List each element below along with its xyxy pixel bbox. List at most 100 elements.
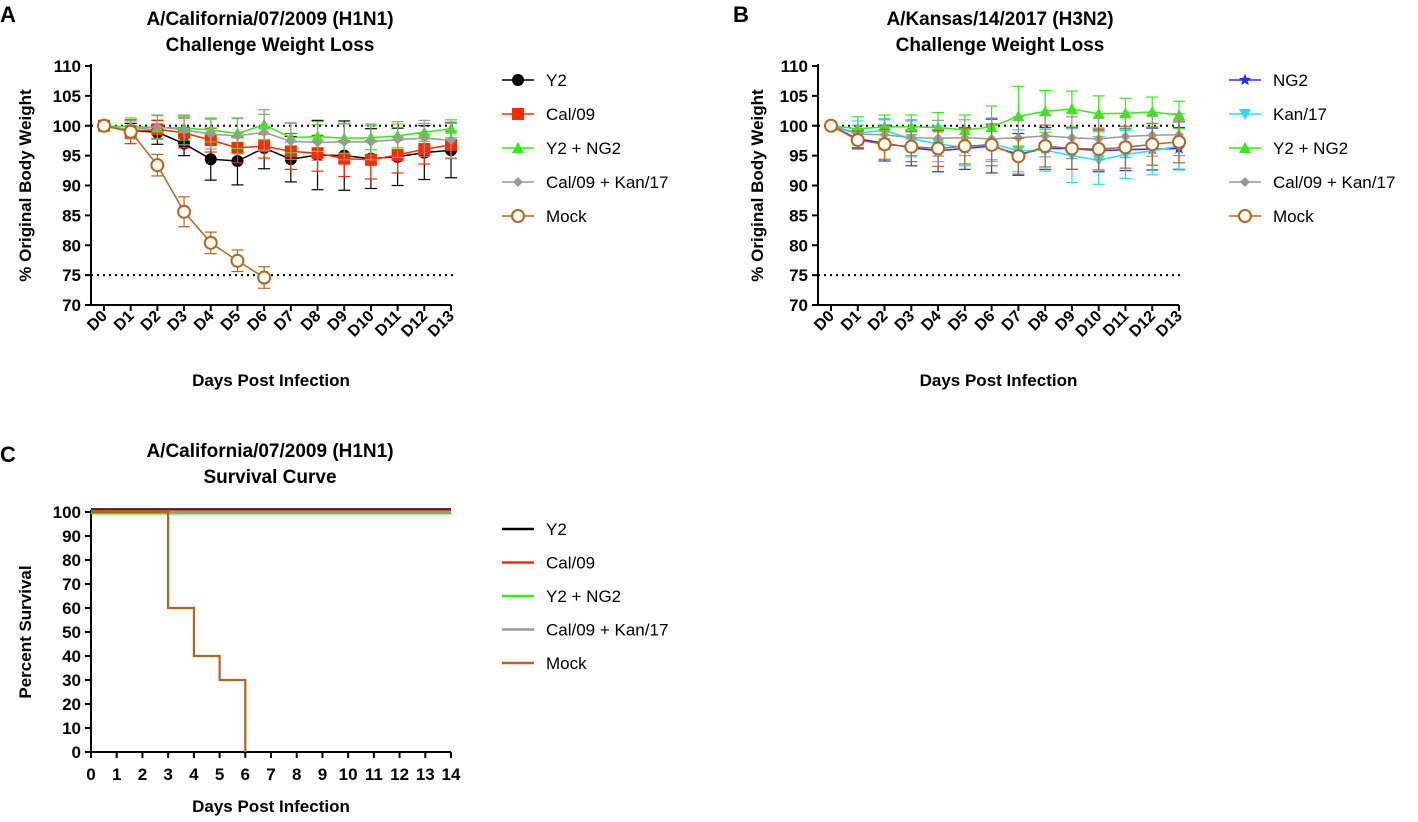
y-tick-label: 110 [54, 57, 81, 76]
data-point [285, 136, 296, 147]
chart-title-line2: Challenge Weight Loss [896, 35, 1105, 56]
chart-title-line2: Challenge Weight Loss [166, 35, 375, 56]
legend-label: Mock [546, 207, 587, 226]
x-tick-label: D10 [1073, 308, 1106, 341]
x-axis-title: Days Post Infection [920, 371, 1078, 390]
y-tick-label: 75 [789, 266, 808, 285]
y-tick-label: 80 [789, 236, 808, 255]
legend-label: Cal/09 [546, 554, 595, 573]
x-tick-label: 13 [416, 765, 435, 784]
panel-c: C A/California/07/2009 (H1N1) Survival Cur… [0, 441, 668, 816]
legend-item-cal-09-kan-17: Cal/09 + Kan/17 [502, 173, 668, 192]
y-tick-label: 100 [53, 503, 81, 522]
legend-label: Kan/17 [1273, 105, 1327, 124]
data-point [1012, 110, 1025, 122]
series-line [830, 108, 1180, 131]
y-tick-label: 95 [62, 147, 81, 166]
data-point [957, 139, 972, 154]
y-tick-label: 85 [789, 206, 808, 225]
data-point [1145, 137, 1160, 152]
legend-label: Mock [546, 654, 587, 673]
legend-item-mock: Mock [502, 654, 587, 673]
x-tick-label: D2 [138, 308, 165, 335]
y-tick-label: 105 [53, 87, 81, 106]
data-point [203, 235, 218, 250]
legend-label: Y2 + NG2 [1273, 139, 1348, 158]
legend-label: Y2 [546, 520, 567, 539]
data-point [179, 124, 190, 135]
legend: Y2 Cal/09 Y2 + NG2 Cal/09 + Kan/17 Mock [502, 71, 668, 226]
legend-item-mock: Mock [1229, 207, 1314, 226]
legend-item-cal-09-kan-17: Cal/09 + Kan/17 [502, 621, 668, 640]
panel-b: B A/Kansas/14/2017 (H3N2) Challenge Weight… [733, 2, 1395, 390]
x-tick-label: D8 [298, 308, 325, 335]
x-tick-label: 12 [390, 765, 409, 784]
x-tick-label: D8 [1025, 308, 1052, 335]
data-point [339, 136, 350, 147]
y-tick-label: 90 [789, 177, 808, 196]
chart-title-line1: A/Kansas/14/2017 (H3N2) [886, 9, 1113, 30]
legend-marker [1238, 73, 1252, 86]
legend-item-y2-ng2: Y2 + NG2 [502, 587, 621, 606]
data-point [177, 204, 192, 219]
survival-step-line [91, 510, 247, 752]
x-tick-label: 8 [292, 765, 301, 784]
chart-title-line2: Survival Curve [203, 467, 336, 488]
x-axis-title: Days Post Infection [192, 797, 350, 816]
legend-label: Mock [1273, 207, 1314, 226]
y-tick-label: 80 [62, 551, 81, 570]
data-point [1172, 134, 1186, 149]
y-axis-title: Percent Survival [16, 565, 35, 698]
legend-item-cal-09: Cal/09 [502, 105, 595, 124]
y-tick-label: 85 [62, 206, 81, 225]
data-point [446, 135, 456, 146]
x-tick-label: 9 [318, 765, 327, 784]
x-tick-label: D7 [271, 308, 298, 335]
x-tick-label: 0 [86, 765, 95, 784]
x-tick-label: D0 [84, 308, 111, 335]
x-tick-label: D7 [999, 308, 1026, 335]
data-point [312, 137, 323, 148]
y-tick-label: 100 [53, 117, 81, 136]
data-point [259, 127, 270, 138]
legend-label: Y2 + NG2 [546, 587, 621, 606]
chart-title-line1: A/California/07/2009 (H1N1) [146, 9, 393, 30]
y-tick-label: 10 [62, 719, 81, 738]
y-axis-title: % Original Body Weight [748, 89, 767, 282]
x-tick-label: D10 [345, 308, 378, 341]
legend-marker [1239, 142, 1251, 153]
x-tick-label: 3 [163, 765, 172, 784]
x-tick-label: 10 [339, 765, 358, 784]
legend-item-y2-ng2: Y2 + NG2 [1229, 139, 1348, 158]
data-point [824, 118, 838, 133]
x-tick-label: D11 [372, 308, 404, 340]
series-mock [824, 118, 1186, 175]
legend-marker [1240, 177, 1250, 187]
x-tick-label: 2 [138, 765, 147, 784]
data-point [877, 137, 892, 152]
legend-label: Y2 + NG2 [546, 139, 621, 158]
y-tick-label: 110 [781, 57, 808, 76]
series-mock [91, 510, 247, 752]
data-point [1065, 103, 1078, 115]
x-tick-label: D5 [945, 308, 972, 335]
data-point [97, 118, 111, 133]
x-tick-label: D11 [1100, 308, 1132, 340]
x-tick-label: D3 [892, 308, 919, 335]
data-point [257, 270, 272, 285]
data-point [392, 134, 403, 145]
data-point [232, 130, 243, 141]
legend-marker [512, 74, 524, 86]
legend-item-mock: Mock [502, 207, 587, 226]
x-tick-label: D4 [191, 308, 218, 335]
y-tick-label: 90 [62, 527, 81, 546]
data-point [204, 153, 217, 166]
y-tick-label: 70 [62, 296, 81, 315]
x-tick-label: 7 [266, 765, 275, 784]
x-tick-label: 5 [215, 765, 224, 784]
legend-item-kan-17: Kan/17 [1229, 105, 1327, 124]
x-tick-label: D3 [164, 308, 191, 335]
panel-label: B [733, 2, 749, 27]
y-tick-label: 50 [62, 623, 81, 642]
x-tick-label: D1 [838, 308, 865, 335]
